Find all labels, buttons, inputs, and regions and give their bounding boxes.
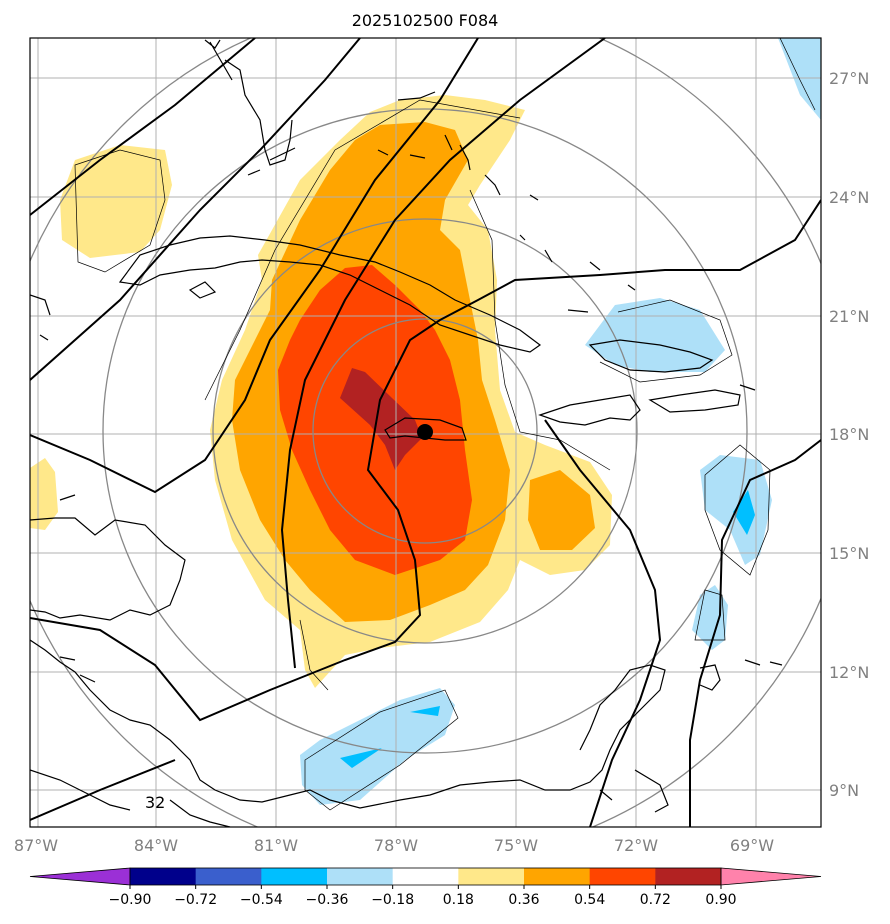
colorbar-bin <box>261 868 328 885</box>
lon-tick: 69°W <box>730 836 774 855</box>
lat-tick: 21°N <box>829 307 869 326</box>
colorbar-tick-label: −0.72 <box>174 892 217 908</box>
figure-title: 2025102500 F084 <box>352 11 499 30</box>
map-frame <box>29 37 822 828</box>
lon-tick: 81°W <box>254 836 298 855</box>
lat-tick: 9°N <box>829 781 859 800</box>
graticule <box>30 38 821 827</box>
contour-label: 32 <box>145 793 165 812</box>
lon-tick: 84°W <box>134 836 178 855</box>
colorbar-tick-label: 0.54 <box>574 892 605 908</box>
thick-contours <box>30 38 821 827</box>
colorbar-bin <box>655 868 722 885</box>
colorbar-bin <box>195 868 262 885</box>
colorbar-extension-high <box>720 867 822 886</box>
coastlines <box>30 39 783 827</box>
colorbar-tick-label: 0.36 <box>508 892 539 908</box>
lat-tick: 24°N <box>829 188 869 207</box>
storm-center-marker <box>417 424 433 440</box>
colorbar-tick-label: 0.72 <box>640 892 671 908</box>
shade-0.72 <box>340 368 422 470</box>
colorbar-bin <box>327 868 394 885</box>
colorbar-tick-label: 0.18 <box>443 892 474 908</box>
lat-tick: 27°N <box>829 69 869 88</box>
deeper-negative-shading <box>340 490 755 768</box>
colorbar-bin <box>524 868 591 885</box>
colorbar-tick-label: −0.54 <box>240 892 283 908</box>
colorbar-bin <box>589 868 656 885</box>
colorbar-bin <box>458 868 525 885</box>
lat-tick: 15°N <box>829 544 869 563</box>
colorbar-bin <box>130 868 197 885</box>
colorbar-frame <box>129 867 722 886</box>
lat-tick: 18°N <box>829 425 869 444</box>
range-rings <box>30 38 821 827</box>
lon-tick: 87°W <box>14 836 58 855</box>
lon-tick: 78°W <box>374 836 418 855</box>
colorbar-tick-label: −0.18 <box>371 892 414 908</box>
colorbar: −0.90 −0.72 −0.54 −0.36 −0.18 0.18 0.36 0.54 0.7… <box>29 867 822 908</box>
colorbar-bin <box>392 868 459 885</box>
lat-tick: 12°N <box>829 663 869 682</box>
lon-tick: 72°W <box>614 836 658 855</box>
map-area: 32 <box>30 38 821 827</box>
colorbar-tick-label: −0.90 <box>109 892 152 908</box>
colorbar-tick-label: −0.36 <box>306 892 349 908</box>
latitude-tick-labels: 27°N 24°N 21°N 18°N 15°N 12°N 9°N <box>829 69 869 800</box>
colorbar-tick-label: 0.90 <box>705 892 736 908</box>
longitude-tick-labels: 87°W 84°W 81°W 78°W 75°W 72°W 69°W <box>14 836 774 855</box>
lon-tick: 75°W <box>494 836 538 855</box>
colorbar-extension-low <box>29 867 131 886</box>
positive-shading <box>30 95 612 688</box>
shade-0.18 <box>60 145 172 258</box>
